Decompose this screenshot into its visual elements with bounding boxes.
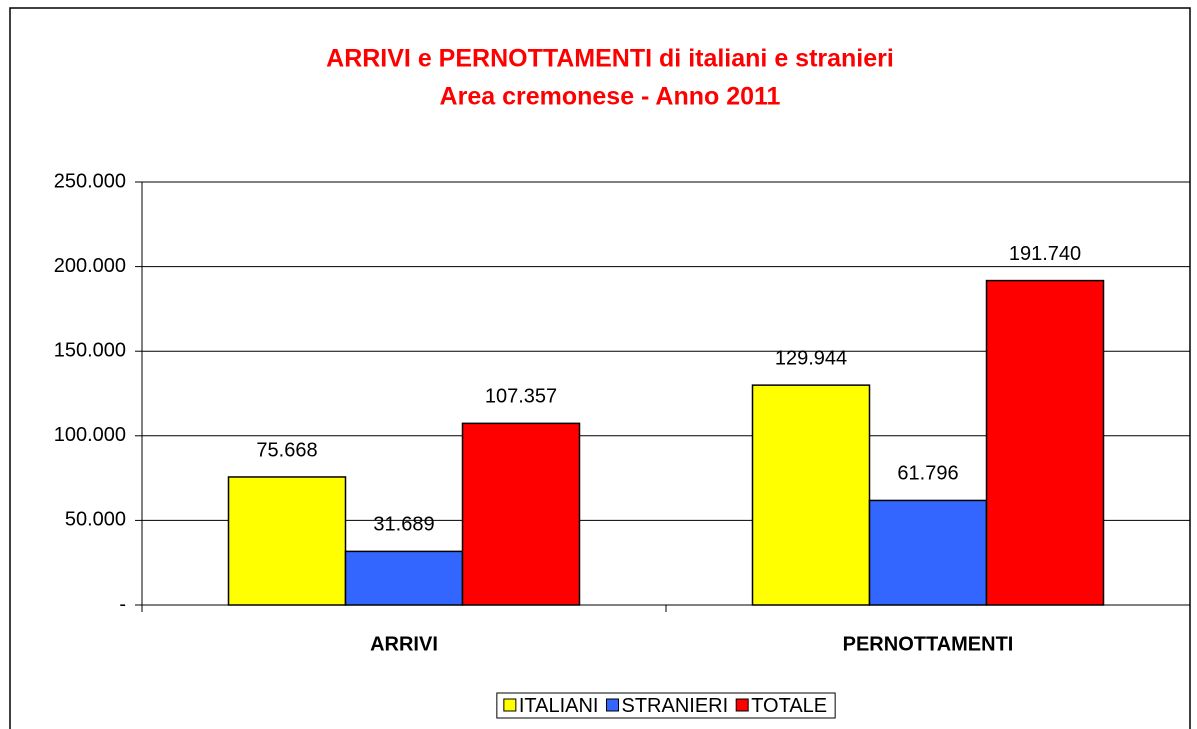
y-tick-label: 200.000: [54, 255, 126, 277]
bar: [344, 550, 464, 606]
legend-swatch: [606, 698, 620, 712]
y-tick-label: -: [119, 593, 126, 615]
bar: [868, 499, 988, 606]
legend-swatch: [735, 698, 749, 712]
data-label: 75.668: [256, 439, 317, 461]
data-label: 129.944: [775, 347, 847, 369]
chart-border: [9, 7, 1191, 729]
data-label: 107.357: [485, 386, 557, 408]
bar: [227, 476, 347, 606]
x-tick-label: PERNOTTAMENTI: [843, 633, 1014, 655]
legend-label: ITALIANI: [519, 695, 599, 717]
bar: [985, 279, 1105, 606]
chart-title: ARRIVI e PERNOTTAMENTI di italiani e str…: [326, 45, 894, 73]
y-tick-label: 150.000: [54, 339, 126, 361]
y-tick-label: 250.000: [54, 170, 126, 192]
y-tick-label: 100.000: [54, 424, 126, 446]
bar: [751, 384, 871, 606]
chart-subtitle: Area cremonese - Anno 2011: [440, 83, 781, 111]
legend-swatch: [503, 698, 517, 712]
x-tick-label: ARRIVI: [370, 633, 438, 655]
data-label: 31.689: [373, 514, 434, 536]
bar: [461, 422, 581, 606]
legend-label: STRANIERI: [622, 695, 729, 717]
legend-label: TOTALE: [751, 695, 827, 717]
data-label: 61.796: [897, 463, 958, 485]
data-label: 191.740: [1009, 243, 1081, 265]
legend-box: [496, 692, 836, 719]
y-tick-label: 50.000: [65, 509, 126, 531]
